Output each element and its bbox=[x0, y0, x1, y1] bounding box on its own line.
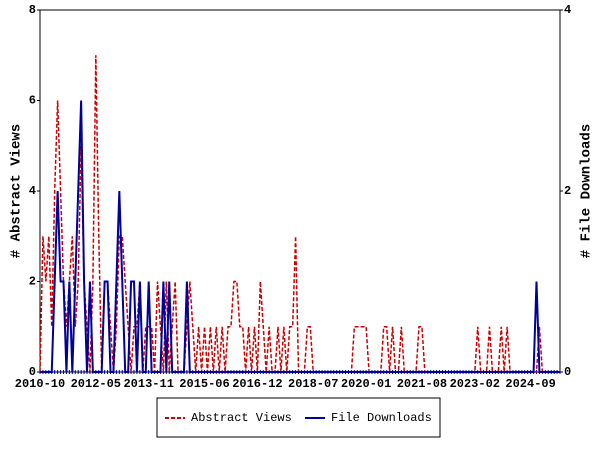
series-line bbox=[40, 100, 560, 373]
x-tick-label: 2018-07 bbox=[288, 377, 338, 391]
x-tick-label: 2015-06 bbox=[179, 377, 229, 391]
x-tick-label: 2013-11 bbox=[123, 377, 173, 391]
x-tick-label: 2020-01 bbox=[341, 377, 391, 391]
x-tick-label: 2010-10 bbox=[15, 377, 65, 391]
legend-label: Abstract Views bbox=[191, 411, 292, 425]
x-tick-label: 2012-05 bbox=[71, 377, 121, 391]
plot-frame bbox=[39, 9, 561, 373]
x-tick-label: 2016-12 bbox=[232, 377, 282, 391]
y-tick-label: 2 bbox=[29, 275, 36, 289]
y-tick-label: 4 bbox=[29, 184, 36, 198]
y-tick-label: 8 bbox=[29, 3, 36, 17]
legend-box bbox=[156, 397, 441, 438]
y2-tick-label: 4 bbox=[564, 3, 571, 17]
y-tick-label: 0 bbox=[29, 365, 36, 379]
x-tick-label: 2023-02 bbox=[450, 377, 500, 391]
y-tick-label: 6 bbox=[29, 94, 36, 108]
legend-label: File Downloads bbox=[331, 411, 432, 425]
y2-tick-label: 2 bbox=[564, 184, 571, 198]
y2-tick-label: 0 bbox=[564, 365, 571, 379]
y-axis-label: # Abstract Views bbox=[9, 124, 25, 258]
x-tick-label: 2021-08 bbox=[397, 377, 447, 391]
y2-axis-label: # File Downloads bbox=[579, 124, 595, 258]
x-tick-label: 2024-09 bbox=[505, 377, 555, 391]
